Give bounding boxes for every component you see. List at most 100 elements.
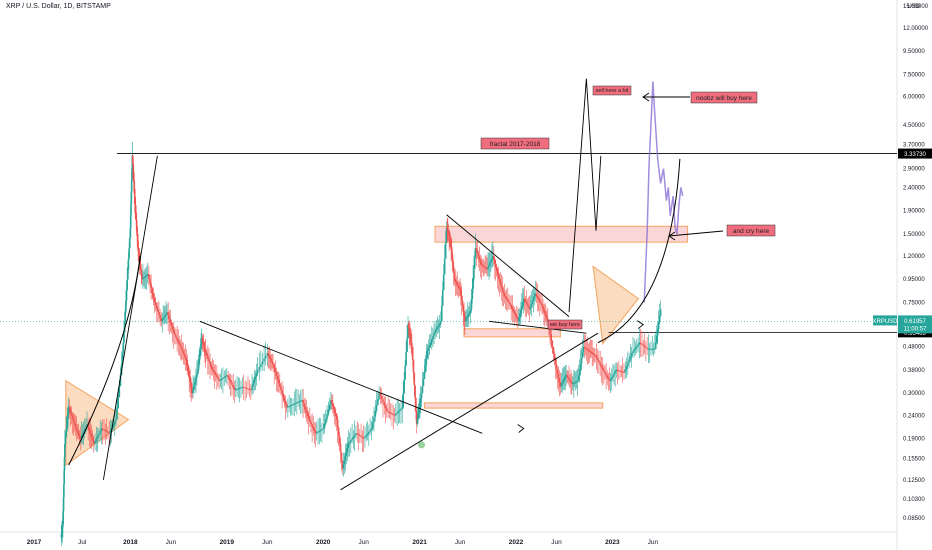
candle [432,336,434,340]
candle [522,298,525,303]
candle [449,238,452,241]
candle [562,380,565,383]
candle [181,348,184,352]
sell-annotation-box [592,85,632,96]
time-tick-label: Jun [551,539,562,546]
candle [426,350,429,358]
candle [73,421,76,424]
candle [440,321,442,324]
candle [335,416,338,420]
candle [343,460,346,465]
candle [310,421,312,425]
candle [125,300,127,312]
candle [345,452,348,457]
candle [103,429,105,431]
candle [601,367,604,370]
candle [247,388,249,390]
candle [414,385,416,399]
candle [126,279,128,291]
candle [445,227,448,244]
candle [472,278,474,289]
candle [319,430,322,432]
candle [165,313,167,316]
buy-annotation-text: we buy here [549,322,580,328]
candle [64,437,67,444]
candle [134,205,137,213]
candle [248,388,251,390]
candle [271,360,273,363]
candle [127,269,129,280]
fractal-arc [597,158,681,344]
candle [555,364,558,369]
candle [581,352,584,359]
candle [561,382,564,385]
candle [208,358,210,362]
candle [476,250,479,254]
candle [509,303,511,305]
arrow-head [636,320,645,329]
candle [135,212,137,220]
candle [402,393,405,408]
candle [441,290,444,306]
candle [183,353,186,356]
candle [427,347,430,351]
candle [318,430,321,432]
candle [498,279,501,282]
candle [213,371,216,374]
price-tick-label: 0.30000 [903,391,925,397]
candle [537,297,540,301]
candle [166,312,168,314]
candle [450,247,453,254]
candle [420,393,423,399]
candle [71,415,74,419]
candle [642,344,645,346]
candle [263,358,265,362]
candle [234,389,237,391]
candle [519,313,521,318]
candle [229,380,232,383]
candle [148,274,150,279]
candle [625,365,628,370]
candle [105,430,108,432]
candle [211,366,214,370]
current-price-tag [898,315,932,334]
candle [336,419,339,428]
candle [122,342,125,354]
candle [489,262,491,265]
candle [532,298,535,302]
price-tick-label: 0.75000 [903,300,925,306]
trend-line [340,332,599,491]
candle [470,299,473,310]
support-resistance-zone [463,328,561,338]
candle [61,530,63,533]
candle [244,387,246,389]
candle [447,231,450,235]
candle [91,437,94,441]
candle [60,535,63,538]
candle [480,261,483,265]
candle [236,388,238,390]
candle [207,355,209,359]
candle [357,434,360,436]
candle [226,375,228,377]
candle [199,349,202,355]
candle [460,295,463,301]
candle [464,316,466,322]
candle [583,346,586,348]
candle [552,347,555,354]
candle [520,306,523,310]
price-tick-label: 0.08500 [903,516,925,522]
candle [374,410,377,417]
candle [307,416,310,420]
candle [196,373,198,378]
bar-countdown: 11:00:57 [904,326,928,332]
candle [296,402,298,404]
candle [269,356,271,359]
candle [90,433,93,438]
candle [379,393,382,397]
candle [83,428,86,432]
candle [180,346,183,349]
candle [274,368,277,373]
candle [280,386,282,391]
